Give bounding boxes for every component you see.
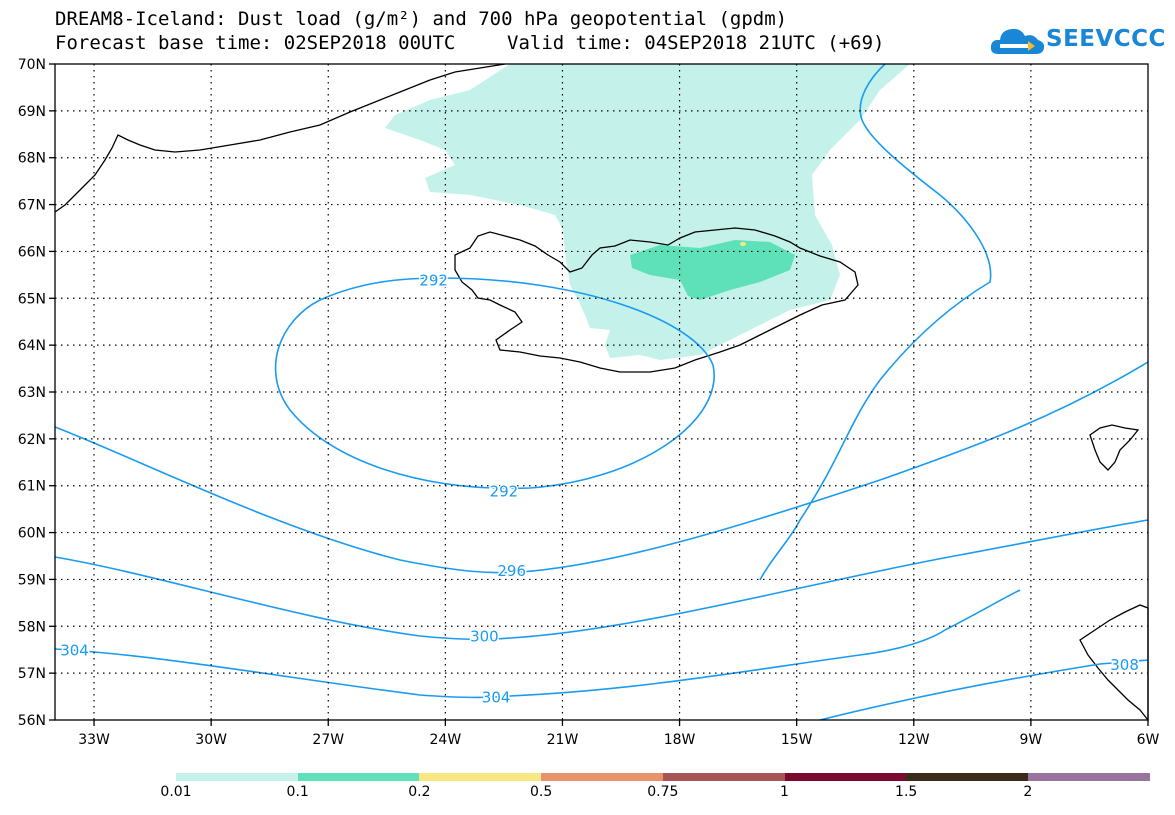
contour-300 — [54, 519, 1149, 641]
scotland-coastline — [1079, 604, 1149, 722]
lon-tick-label: 33W — [78, 732, 110, 748]
lon-tick-label: 30W — [195, 732, 227, 748]
dust-area-light — [385, 64, 910, 360]
lon-tick-label: 24W — [430, 732, 462, 748]
legend-color-swatch — [297, 773, 420, 781]
lon-tick-label: 6W — [1137, 732, 1160, 748]
lat-tick-label: 56N — [18, 713, 46, 729]
axes: 33W 30W 27W 24W 21W 18W 15W 12W 9W 6W 56N 57N 58N 59N… — [18, 57, 1160, 748]
lon-tick-label: 12W — [898, 732, 930, 748]
lat-tick-label: 68N — [18, 151, 46, 167]
legend-label: 1 — [780, 784, 789, 800]
legend-color-swatch — [662, 773, 785, 781]
contour-labels: 292 292 296 300 304 304 308 — [59, 270, 1141, 708]
legend-color-swatch — [1027, 773, 1151, 781]
contour-292-circle — [274, 277, 715, 490]
coastlines — [54, 63, 1149, 722]
contour-label: 292 — [419, 272, 448, 290]
greenland-coastline — [54, 63, 506, 213]
forecast-base-time: Forecast base time: 02SEP2018 00UTC — [55, 32, 456, 54]
lon-tick-label: 15W — [781, 732, 813, 748]
legend-label: 1.5 — [895, 784, 918, 800]
lat-tick-label: 66N — [18, 244, 46, 260]
contour-label: 300 — [470, 628, 499, 646]
valid-time: Valid time: 04SEP2018 21UTC (+69) — [507, 32, 885, 54]
logo-text: SEEVCCC — [1046, 26, 1166, 52]
lon-tick-label: 9W — [1020, 732, 1043, 748]
map-title: DREAM8-Iceland: Dust load (g/m²) and 700… — [55, 8, 788, 30]
dust-area-medium — [630, 240, 795, 300]
legend-color-swatch — [419, 773, 542, 781]
geopotential-contours — [54, 63, 1149, 721]
lat-tick-label: 64N — [18, 338, 46, 354]
graticule — [55, 64, 1148, 720]
lon-tick-label: 27W — [312, 732, 344, 748]
contour-308 — [819, 659, 1149, 721]
lat-tick-label: 57N — [18, 666, 46, 682]
contour-label: 304 — [482, 689, 511, 707]
seevccc-logo: SEEVCCC — [988, 20, 1165, 60]
contour-label: 296 — [497, 562, 526, 580]
legend-label: 0.75 — [647, 784, 679, 800]
contour-label: 292 — [490, 482, 519, 500]
lat-tick-label: 58N — [18, 619, 46, 635]
legend-color-swatch — [906, 773, 1029, 781]
lat-tick-label: 65N — [18, 291, 46, 307]
contour-292-north — [759, 63, 992, 581]
legend-color-swatch — [176, 773, 299, 781]
lat-tick-label: 67N — [18, 198, 46, 214]
legend-label: 2 — [1023, 784, 1033, 800]
lat-tick-label: 63N — [18, 385, 46, 401]
contour-304 — [54, 589, 1021, 699]
dust-area-high — [740, 242, 746, 246]
faroe-shetland-coastline — [1089, 424, 1140, 471]
legend-color-swatch — [541, 773, 664, 781]
time-info: Forecast base time: 02SEP2018 00UTC Valid… — [55, 32, 885, 54]
lat-tick-label: 61N — [18, 479, 46, 495]
legend-label: 0.1 — [286, 784, 309, 800]
legend-label: 0.2 — [408, 784, 431, 800]
legend-color-swatch — [784, 773, 907, 781]
iceland-coastline — [454, 227, 859, 373]
legend-label: 0.5 — [529, 784, 553, 800]
lat-tick-label: 70N — [18, 57, 46, 73]
legend-label: 0.01 — [160, 784, 192, 800]
lat-tick-label: 59N — [18, 572, 46, 588]
lon-tick-label: 21W — [547, 732, 579, 748]
lat-tick-label: 62N — [18, 432, 46, 448]
lat-tick-label: 60N — [18, 526, 46, 542]
cloud-logo-icon — [990, 28, 1045, 54]
contour-label: 304 — [60, 642, 89, 660]
contour-296 — [54, 361, 1149, 574]
contour-label: 308 — [1110, 656, 1139, 674]
lon-tick-label: 18W — [664, 732, 696, 748]
lat-tick-label: 69N — [18, 104, 46, 120]
